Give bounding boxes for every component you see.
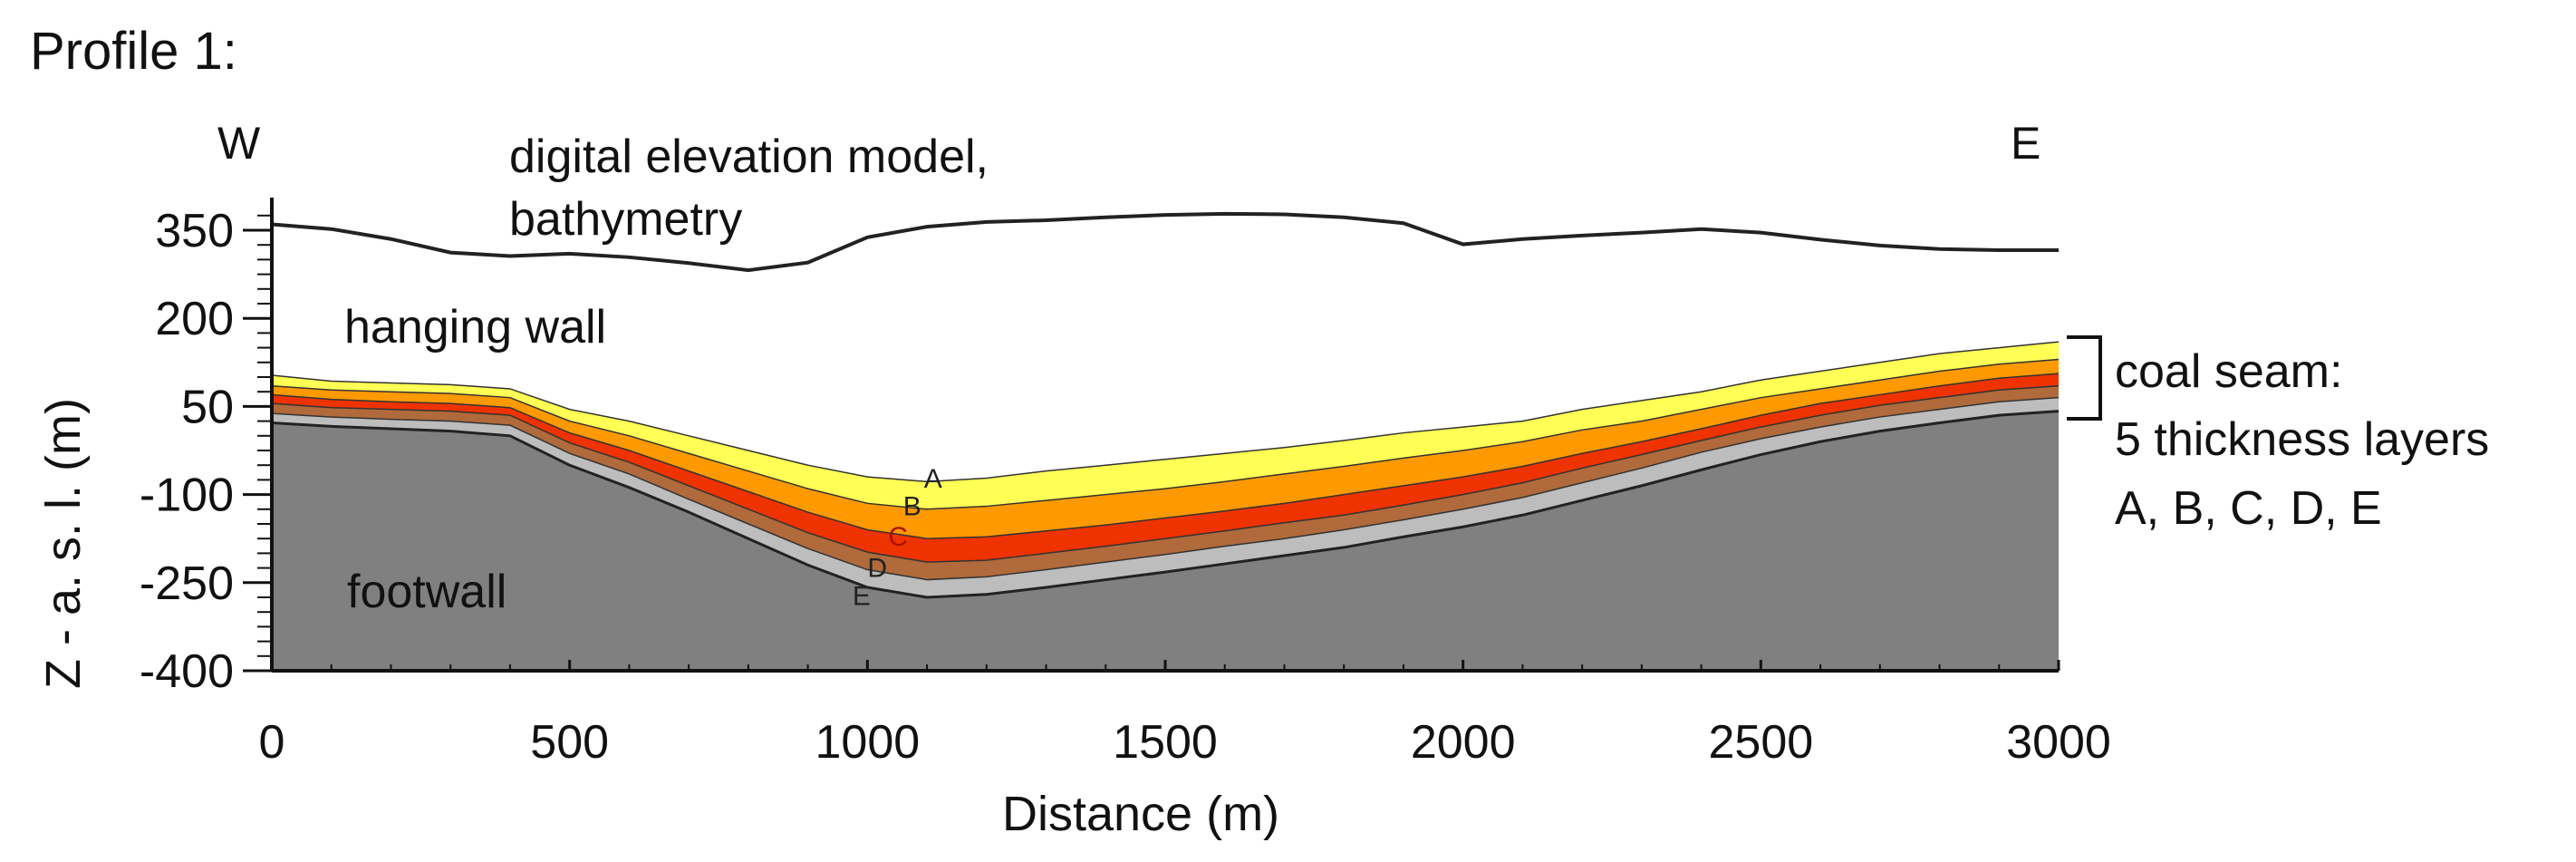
x-tick-label: 500 bbox=[530, 716, 609, 769]
coal-seam-label-line1: coal seam: bbox=[2115, 345, 2342, 398]
layer-c-boundary bbox=[271, 373, 2060, 539]
layer-b-area bbox=[272, 359, 2059, 539]
layer-label-c: C bbox=[888, 522, 908, 552]
y-tick-label: 350 bbox=[155, 205, 234, 257]
x-axis-title: Distance (m) bbox=[1002, 787, 1279, 841]
chart-title: Profile 1: bbox=[30, 22, 237, 81]
layer-c-area bbox=[272, 373, 2059, 563]
coal-seam-label-line2: 5 thickness layers bbox=[2115, 413, 2489, 466]
layer-label-b: B bbox=[903, 491, 921, 521]
x-tick-label: 0 bbox=[259, 716, 285, 769]
layer-e-boundary bbox=[271, 396, 2060, 581]
footwall-label: footwall bbox=[347, 566, 507, 618]
layer-a-boundary bbox=[271, 341, 2060, 483]
layer-label-d: D bbox=[867, 553, 887, 583]
x-tick-label: 2000 bbox=[1411, 716, 1516, 769]
y-tick-label: 200 bbox=[155, 293, 234, 345]
coal-seam-bracket bbox=[2067, 335, 2102, 421]
direction-label-east: E bbox=[2011, 118, 2041, 169]
coal-seam-label-line3: A, B, C, D, E bbox=[2115, 482, 2382, 535]
y-tick-label: 50 bbox=[181, 381, 234, 433]
layer-a-area bbox=[272, 342, 2059, 509]
seam-layers bbox=[271, 341, 2060, 671]
y-tick-label: -100 bbox=[140, 470, 234, 522]
layer-label-a: A bbox=[924, 464, 942, 494]
y-axis-title: Z - a. s. l. (m) bbox=[36, 398, 91, 689]
y-tick-label: -400 bbox=[140, 645, 234, 698]
dem-annotation-line2: bathymetry bbox=[509, 193, 742, 246]
layer-footwall-boundary bbox=[271, 410, 2060, 599]
layer-label-e: E bbox=[853, 581, 871, 611]
y-tick-label: -250 bbox=[140, 557, 234, 610]
layer-footwall-area bbox=[272, 411, 2059, 671]
direction-label-west: W bbox=[217, 118, 261, 169]
x-tick-label: 3000 bbox=[2006, 716, 2111, 769]
layer-d-boundary bbox=[271, 384, 2060, 563]
x-tick-label: 2500 bbox=[1708, 716, 1813, 769]
dem-line bbox=[271, 211, 2059, 273]
dem-annotation-line1: digital elevation model, bbox=[509, 131, 989, 183]
x-tick-label: 1500 bbox=[1113, 716, 1218, 769]
axis-ticks: 0 500 1000 1500 2000 2500 3000 350 200 50 -100 -250… bbox=[140, 205, 2111, 769]
hanging-wall-label: hanging wall bbox=[344, 301, 606, 354]
layer-b-boundary bbox=[271, 358, 2060, 510]
x-tick-label: 1000 bbox=[815, 716, 920, 769]
